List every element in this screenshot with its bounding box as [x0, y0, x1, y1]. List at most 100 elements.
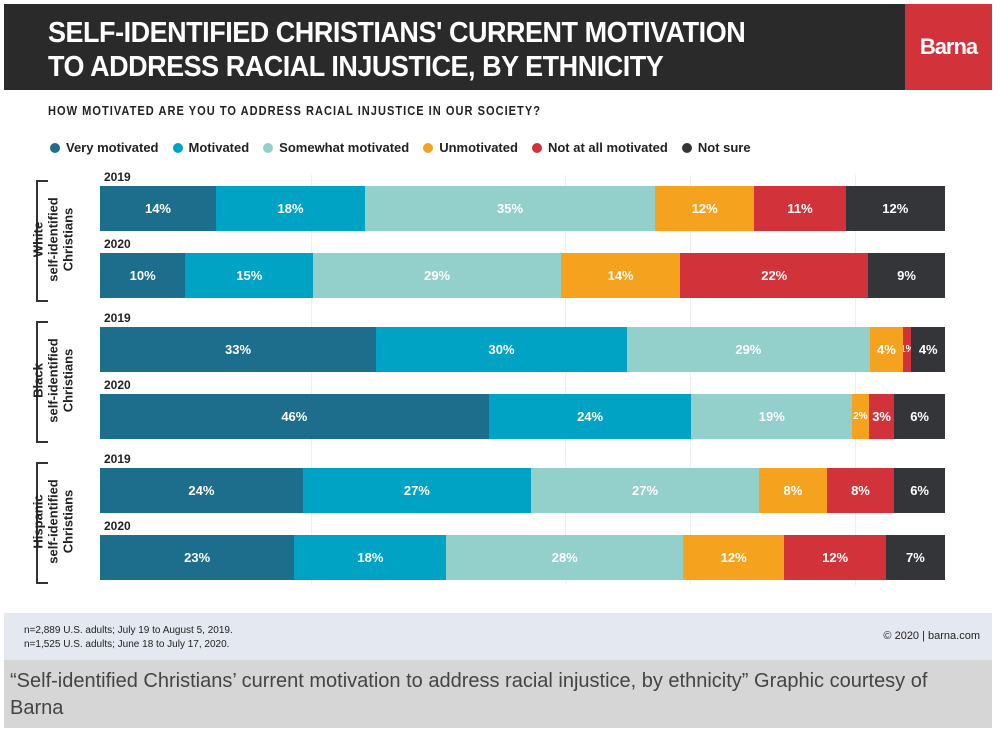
stacked-bar: 46% 24% 19% 2% 3% 6% [100, 394, 945, 439]
bar-segment: 9% [868, 253, 945, 298]
legend: Very motivated Motivated Somewhat motivate… [50, 140, 751, 155]
year-label: 2020 [104, 519, 131, 533]
data-label: 33% [225, 342, 252, 357]
year-label: 2019 [104, 170, 131, 184]
data-label: 24% [188, 483, 215, 498]
data-label: 4% [918, 342, 938, 357]
bar-segment: 24% [100, 468, 303, 513]
group-bracket [36, 321, 48, 443]
data-label: 22% [761, 268, 788, 283]
group-label-line: self-identified [45, 197, 61, 282]
bar-segment: 4% [869, 327, 904, 372]
group-label: Black self-identified Christians [31, 336, 76, 426]
data-label: 19% [758, 409, 785, 424]
group-label-line: self-identified [45, 479, 61, 564]
bar-segment: 33% [100, 327, 377, 372]
barna-logo: Barna [905, 4, 992, 90]
legend-swatch [50, 142, 60, 153]
data-label: 1% [903, 344, 911, 355]
title-line-1: SELF-IDENTIFIED CHRISTIANS' CURRENT MOTI… [48, 17, 746, 49]
gridline [855, 175, 856, 585]
legend-swatch [423, 142, 434, 153]
legend-swatch [263, 142, 274, 153]
legend-swatch [172, 142, 183, 153]
bar-segment: 18% [215, 186, 366, 231]
group-label-line: Christians [60, 348, 76, 413]
legend-label: Very motivated [66, 140, 159, 155]
bar-segment: 18% [294, 535, 447, 580]
legend-swatch [531, 142, 542, 153]
image-caption: “Self-identified Christians’ current mot… [4, 660, 992, 728]
legend-label: Motivated [188, 140, 250, 155]
data-label: 12% [720, 550, 747, 565]
data-label: 14% [607, 268, 634, 283]
bar-segment: 46% [100, 394, 489, 439]
data-label: 9% [897, 268, 916, 283]
data-label: 14% [144, 201, 171, 216]
bar-segment: 15% [185, 253, 314, 298]
data-label: 12% [822, 550, 849, 565]
chart-title: SELF-IDENTIFIED CHRISTIANS' CURRENT MOTI… [48, 16, 746, 84]
bar-segment: 19% [691, 394, 853, 439]
year-label: 2019 [104, 311, 131, 325]
gridline [690, 175, 691, 585]
bar-segment: 24% [488, 394, 692, 439]
data-label: 27% [403, 483, 430, 498]
bar-segment: 8% [759, 468, 827, 513]
data-label: 29% [735, 342, 762, 357]
bar-segment: 12% [845, 186, 945, 231]
legend-item: Somewhat motivated [263, 140, 409, 155]
legend-item: Very motivated [50, 140, 159, 155]
group-label-line: Black [30, 363, 46, 398]
bar-segment: 27% [530, 468, 760, 513]
legend-label: Not sure [697, 140, 751, 155]
legend-item: Motivated [172, 140, 250, 155]
legend-item: Not sure [681, 140, 751, 155]
bar-segment: 8% [826, 468, 895, 513]
gridline [311, 175, 312, 585]
data-label: 6% [910, 483, 929, 498]
data-label: 23% [184, 550, 211, 565]
data-label: 8% [851, 483, 870, 498]
bar-segment: 27% [302, 468, 531, 513]
legend-item: Unmotivated [423, 140, 518, 155]
bar-segment: 22% [680, 253, 869, 298]
bar-segment: 11% [754, 186, 846, 231]
data-label: 28% [551, 550, 578, 565]
data-label: 12% [691, 201, 718, 216]
stacked-bar: 23% 18% 28% 12% 12% 7% [100, 535, 945, 580]
bar-segment: 10% [100, 253, 186, 298]
footer-notes: n=2,889 U.S. adults; July 19 to August 5… [4, 613, 992, 660]
group-label: White self-identified Christians [31, 195, 76, 285]
bar-segment: 3% [868, 394, 895, 439]
data-label: 2% [853, 411, 868, 422]
data-label: 4% [877, 342, 896, 357]
data-label: 18% [357, 550, 384, 565]
bar-segment: 29% [627, 327, 870, 372]
data-label: 18% [277, 201, 304, 216]
bar-segment: 7% [885, 535, 945, 580]
bar-segment: 6% [894, 468, 945, 513]
group-label-line: self-identified [45, 338, 61, 423]
data-label: 35% [497, 201, 524, 216]
gridline [565, 175, 566, 585]
year-label: 2020 [104, 237, 131, 251]
bar-segment: 12% [655, 186, 755, 231]
bar-segment: 28% [446, 535, 684, 580]
group-bracket [36, 462, 48, 584]
data-label: 3% [872, 409, 891, 424]
header-bar: SELF-IDENTIFIED CHRISTIANS' CURRENT MOTI… [4, 4, 905, 90]
data-label: 46% [281, 409, 308, 424]
legend-item: Not at all motivated [531, 140, 668, 155]
sample-note-2019: n=2,889 U.S. adults; July 19 to August 5… [24, 625, 233, 636]
bar-segment: 1% [903, 327, 912, 372]
data-label: 15% [236, 268, 263, 283]
group-label-line: Christians [60, 207, 76, 272]
title-line-2: TO ADDRESS RACIAL INJUSTICE, BY ETHNICIT… [48, 51, 664, 83]
legend-label: Somewhat motivated [279, 140, 410, 155]
data-label: 11% [787, 201, 813, 216]
data-label: 27% [631, 483, 659, 498]
bar-segment: 23% [100, 535, 295, 580]
year-label: 2020 [104, 378, 131, 392]
data-label: 10% [129, 268, 156, 283]
